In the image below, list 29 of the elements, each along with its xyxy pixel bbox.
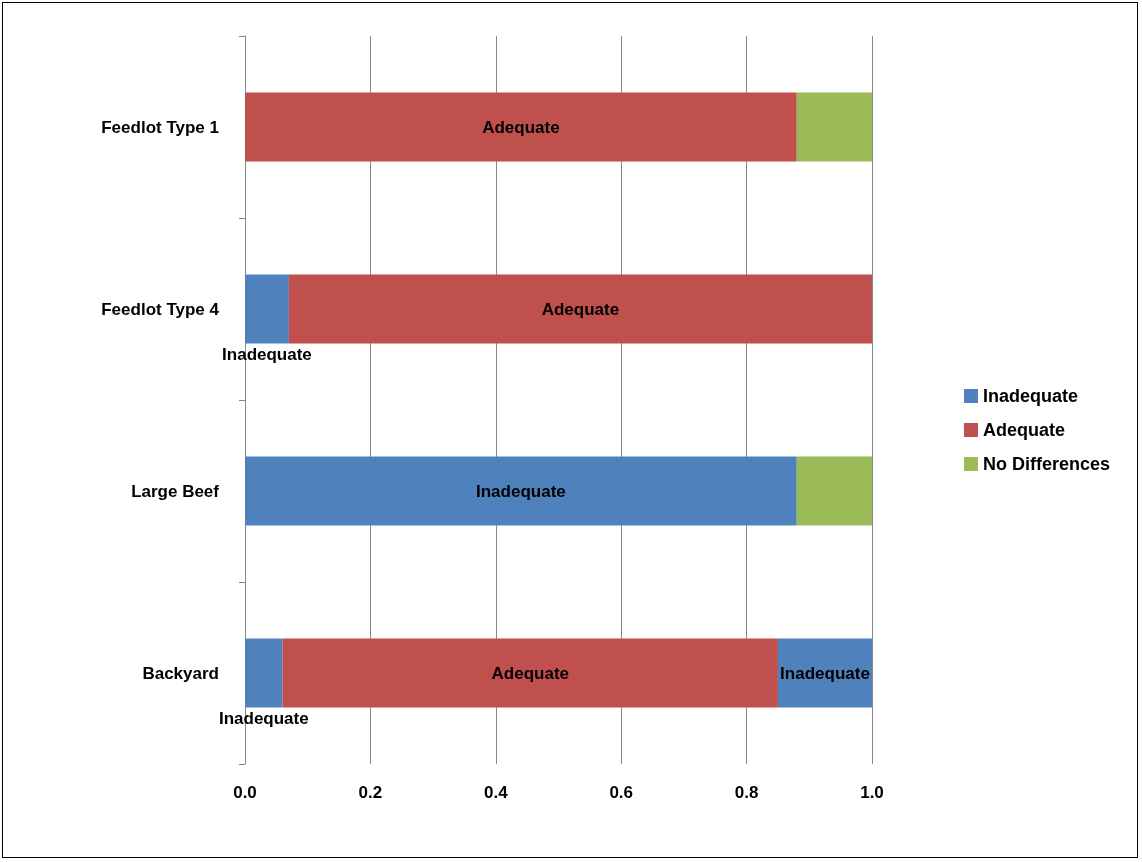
bar [796,456,872,526]
y-tick-label: Backyard [142,663,219,683]
data-label: Inadequate [476,481,566,501]
bar [282,638,778,708]
x-tick-label: 0.6 [609,783,634,802]
bar [245,92,797,162]
bar [796,92,872,162]
x-tick-label: 0.8 [734,783,759,802]
x-tick-label: 1.0 [860,783,884,802]
y-tick-label: Large Beef [131,481,220,501]
data-label: Inadequate [218,708,309,728]
legend-label: No Differences [982,454,1111,474]
data-label: Inadequate [222,344,312,364]
x-tick-label: 0.2 [358,783,383,802]
data-label: Inadequate [780,663,870,683]
bar [288,274,872,344]
x-tick-label: 0.4 [483,783,509,802]
bar [245,456,797,526]
data-label: Adequate [541,299,620,319]
legend-label: Adequate [982,420,1065,440]
x-tick-label: 0.0 [233,783,257,802]
bar [777,638,872,708]
bar [245,274,289,344]
data-label: Adequate [482,117,560,137]
y-tick-label: Feedlot Type 1 [101,117,219,137]
bar [245,638,283,708]
data-label: Adequate [491,663,570,683]
legend-label: Inadequate [982,386,1078,406]
y-tick-label: Feedlot Type 4 [101,299,220,319]
